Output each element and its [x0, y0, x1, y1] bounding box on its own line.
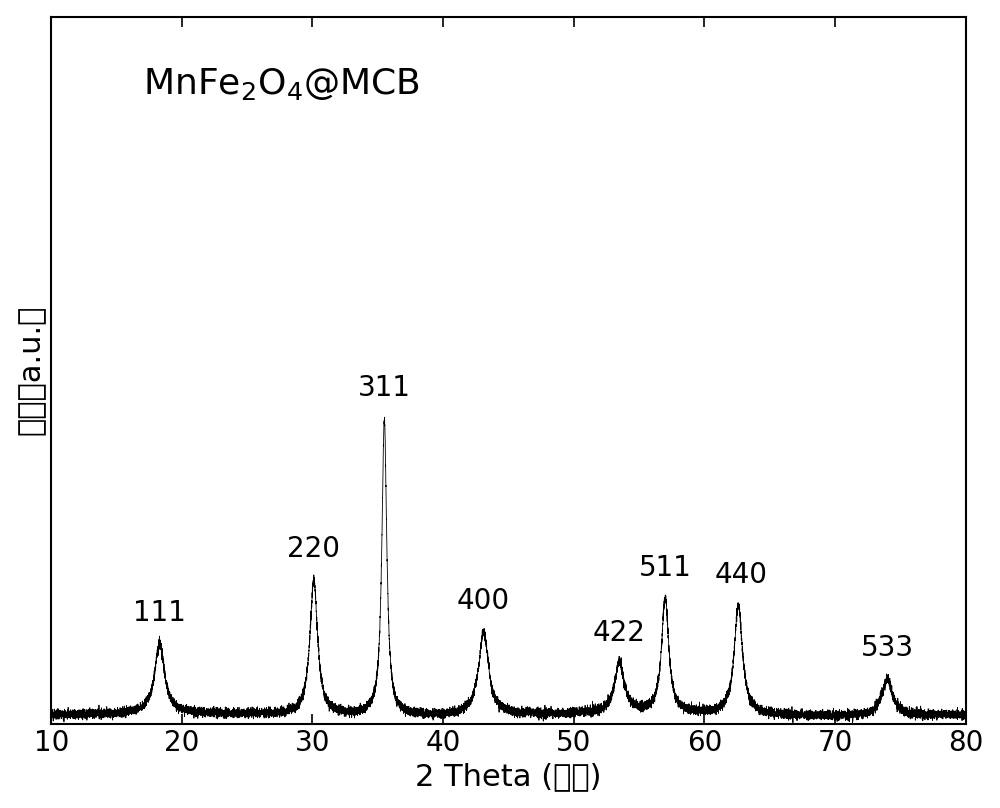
Text: 422: 422	[593, 619, 646, 646]
Text: 533: 533	[861, 634, 914, 663]
X-axis label: 2 Theta (角度): 2 Theta (角度)	[415, 762, 602, 791]
Text: 440: 440	[714, 561, 767, 589]
Text: 311: 311	[358, 374, 411, 402]
Text: MnFe$_2$O$_4$@MCB: MnFe$_2$O$_4$@MCB	[143, 66, 420, 102]
Text: 111: 111	[133, 600, 186, 628]
Y-axis label: 强度（a.u.）: 强度（a.u.）	[17, 305, 46, 436]
Text: 220: 220	[287, 535, 340, 563]
Text: 511: 511	[639, 554, 692, 583]
Text: 400: 400	[457, 587, 510, 615]
